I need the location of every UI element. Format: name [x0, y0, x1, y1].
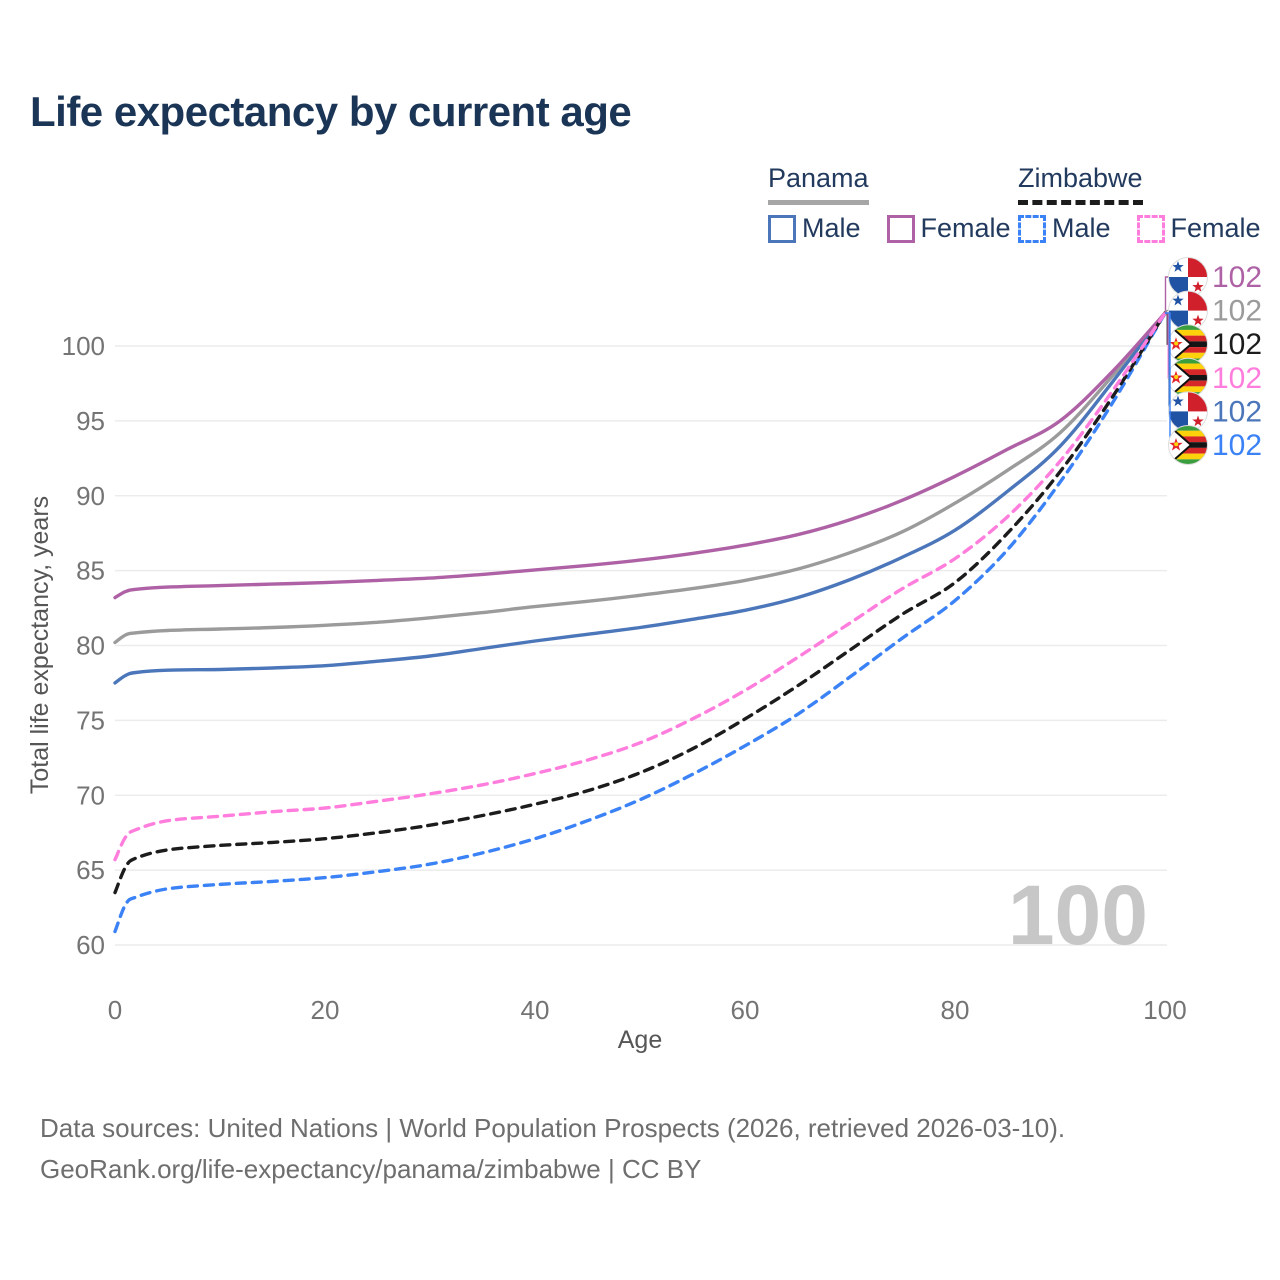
y-tick-label: 85	[76, 556, 105, 586]
series-line-panama-female	[113, 311, 1167, 600]
legend-label-panama-male: Male	[802, 213, 861, 243]
legend-label-zimbabwe-male: Male	[1052, 213, 1111, 243]
x-tick-label: 20	[311, 995, 340, 1025]
y-tick-label: 60	[76, 930, 105, 960]
legend-label-zimbabwe-female: Female	[1170, 213, 1261, 243]
series-line-panama	[113, 311, 1167, 645]
hover-age-watermark: 100	[1008, 868, 1148, 962]
series-line-zimbabwe-female	[113, 311, 1167, 862]
y-tick-label: 95	[76, 406, 105, 436]
footer-sources-line: Data sources: United Nations | World Pop…	[40, 1113, 1066, 1143]
legend-swatch-panama-female	[886, 214, 915, 243]
legend-swatch-panama-male	[768, 214, 796, 243]
legend-item-zimbabwe-female[interactable]: Female	[1136, 213, 1261, 244]
chart-legend: Panama Male Female Zimbabwe Male Female	[0, 0, 1280, 250]
end-label-value: 102	[1212, 261, 1262, 294]
legend-item-panama-female[interactable]: Female	[886, 213, 1011, 244]
legend-item-zimbabwe-male[interactable]: Male	[1018, 213, 1111, 244]
y-tick-label: 80	[76, 631, 105, 661]
page-title: Life expectancy by current age	[30, 88, 632, 135]
end-label-value: 102	[1212, 328, 1262, 361]
flag-icon-zimbabwe	[1167, 424, 1208, 466]
legend-group-zimbabwe: Zimbabwe Male Female	[1018, 163, 1280, 244]
footer-attribution-line: GeoRank.org/life-expectancy/panama/zimba…	[40, 1154, 702, 1184]
legend-swatch-zimbabwe-male	[1018, 214, 1046, 243]
y-tick-label: 70	[76, 780, 105, 810]
x-axis-title: Age	[618, 1026, 662, 1054]
y-tick-label: 65	[76, 855, 105, 885]
y-tick-label: 90	[76, 481, 105, 511]
legend-country-zimbabwe[interactable]: Zimbabwe	[1018, 163, 1143, 205]
y-tick-label: 100	[62, 331, 105, 361]
legend-group-panama: Panama Male Female	[768, 163, 1037, 244]
series-line-panama-male	[113, 311, 1167, 685]
end-label-value: 102	[1212, 295, 1262, 328]
legend-swatch-zimbabwe-female	[1136, 214, 1165, 243]
end-label-value: 102	[1212, 395, 1262, 428]
series-line-zimbabwe	[113, 311, 1167, 895]
x-tick-label: 60	[731, 995, 760, 1025]
end-label-value: 102	[1212, 429, 1262, 462]
x-tick-label: 0	[108, 995, 122, 1025]
series-line-zimbabwe-male	[113, 311, 1167, 934]
legend-item-panama-male[interactable]: Male	[768, 213, 861, 244]
legend-country-panama[interactable]: Panama	[768, 163, 869, 205]
flag-ring	[1168, 425, 1208, 465]
end-label-value: 102	[1212, 362, 1262, 395]
x-tick-label: 100	[1143, 995, 1186, 1025]
legend-label-panama-female: Female	[920, 213, 1011, 243]
data-source-footer: Data sources: United Nations | World Pop…	[40, 1108, 1065, 1190]
y-axis-title: Total life expectancy, years	[26, 496, 54, 794]
x-tick-label: 40	[521, 995, 550, 1025]
x-tick-label: 80	[941, 995, 970, 1025]
y-tick-label: 75	[76, 705, 105, 735]
flag-icon-zimbabwe	[1167, 424, 1208, 466]
